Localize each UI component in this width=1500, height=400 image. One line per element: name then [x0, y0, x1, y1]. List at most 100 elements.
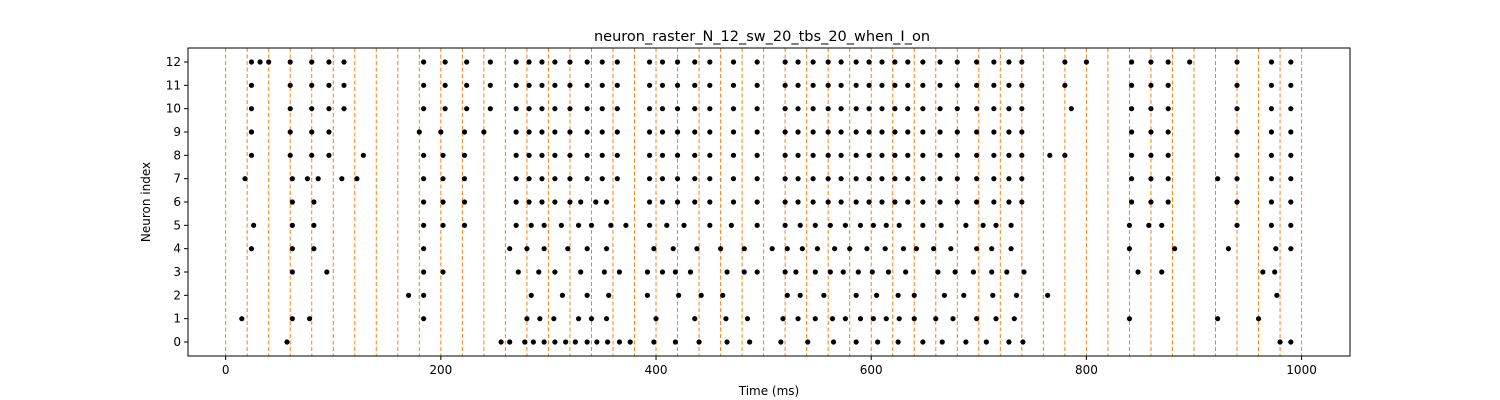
- x-axis-label: Time (ms): [738, 384, 800, 398]
- spike-point: [707, 222, 713, 228]
- spike-point: [659, 129, 666, 135]
- spike-point: [920, 129, 926, 135]
- spike-point: [993, 316, 999, 322]
- spike-point: [1234, 176, 1240, 182]
- spike-point: [651, 339, 657, 345]
- spike-point: [1234, 82, 1240, 88]
- spike-point: [287, 59, 293, 65]
- spike-point: [825, 59, 831, 65]
- spike-point: [623, 222, 629, 228]
- spike-point: [311, 199, 317, 205]
- spike-point: [341, 106, 347, 112]
- spike-point: [989, 269, 995, 275]
- spike-point: [937, 199, 943, 205]
- y-tick-label: 2: [173, 288, 181, 302]
- spike-point: [866, 59, 872, 65]
- spike-point: [1128, 106, 1135, 112]
- spike-point: [795, 59, 801, 65]
- spike-point: [692, 176, 698, 182]
- spike-point: [1268, 222, 1275, 228]
- spike-point: [513, 222, 519, 228]
- spike-point: [603, 246, 610, 252]
- spike-point: [825, 82, 831, 88]
- chart-title: neuron_raster_N_12_sw_20_tbs_20_when_I_o…: [594, 29, 930, 45]
- spike-point: [900, 246, 907, 252]
- spike-point: [646, 152, 653, 158]
- spike-point: [754, 269, 760, 275]
- spike-point: [524, 246, 530, 252]
- spike-point: [970, 269, 977, 275]
- spike-point: [530, 339, 536, 345]
- spike-point: [539, 59, 545, 65]
- spike-point: [879, 152, 885, 158]
- spike-point: [513, 82, 519, 88]
- spike-point: [1268, 176, 1275, 182]
- spike-point: [825, 129, 831, 135]
- spike-point: [723, 316, 729, 322]
- y-tick-label: 9: [173, 125, 181, 139]
- spike-point: [692, 199, 698, 205]
- spike-point: [287, 106, 293, 112]
- spike-point: [659, 176, 666, 182]
- y-tick-label: 1: [173, 312, 181, 326]
- spike-point: [782, 106, 788, 112]
- spike-point: [954, 129, 960, 135]
- spike-point: [1006, 129, 1012, 135]
- spike-point: [440, 199, 446, 205]
- spike-point: [853, 129, 859, 135]
- spike-point: [920, 152, 926, 158]
- spike-point: [614, 152, 620, 158]
- spike-point: [461, 222, 468, 228]
- y-tick-label: 3: [173, 265, 181, 279]
- spike-point: [1128, 59, 1135, 65]
- spike-point: [974, 106, 980, 112]
- spike-point: [1288, 82, 1294, 88]
- spike-point: [539, 199, 545, 205]
- spike-point: [528, 222, 534, 228]
- spike-point: [866, 199, 872, 205]
- spike-point: [360, 152, 366, 158]
- spike-point: [565, 246, 571, 252]
- spike-point: [905, 82, 911, 88]
- spike-point: [513, 129, 519, 135]
- spike-point: [1019, 152, 1025, 158]
- y-tick-label: 4: [173, 242, 181, 256]
- spike-point: [257, 59, 263, 65]
- spike-point: [289, 176, 295, 182]
- spike-point: [1215, 176, 1221, 182]
- spike-point: [539, 106, 545, 112]
- spike-point: [892, 129, 898, 135]
- spike-point: [354, 176, 360, 182]
- spike-point: [644, 269, 651, 275]
- spike-point: [905, 129, 911, 135]
- spike-point: [616, 339, 623, 345]
- spike-point: [627, 339, 633, 345]
- spike-point: [248, 246, 255, 252]
- spike-point: [584, 246, 590, 252]
- spike-point: [563, 339, 569, 345]
- spike-point: [287, 152, 293, 158]
- spike-point: [659, 269, 666, 275]
- spike-point: [692, 129, 698, 135]
- spike-point: [593, 199, 599, 205]
- spike-point: [853, 339, 859, 345]
- spike-point: [778, 339, 784, 345]
- spike-point: [442, 82, 448, 88]
- spike-point: [754, 106, 760, 112]
- spike-point: [911, 292, 917, 298]
- spike-point: [991, 106, 997, 112]
- spike-point: [1045, 292, 1051, 298]
- spike-point: [644, 292, 651, 298]
- spike-point: [670, 246, 676, 252]
- spike-point: [842, 316, 848, 322]
- spike-point: [528, 292, 534, 298]
- spike-point: [248, 106, 255, 112]
- spike-point: [674, 176, 681, 182]
- spike-point: [870, 222, 876, 228]
- spike-point: [795, 106, 801, 112]
- x-tick-label: 200: [429, 363, 452, 377]
- spike-point: [892, 152, 898, 158]
- spike-point: [1268, 59, 1275, 65]
- y-tick-label: 12: [166, 55, 181, 69]
- spike-point: [692, 82, 698, 88]
